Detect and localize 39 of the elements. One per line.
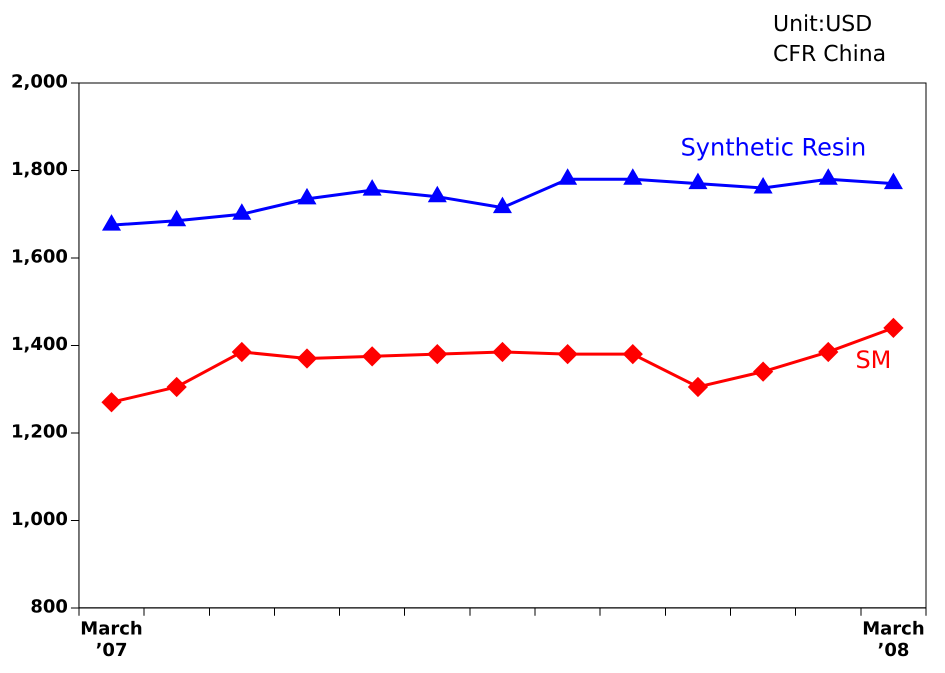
y-tick-label: 1,200: [11, 422, 68, 443]
point: [428, 187, 446, 202]
point: [102, 392, 122, 412]
point: [884, 318, 903, 338]
point: [820, 170, 837, 185]
point: [754, 178, 772, 194]
text: Unit:USD: [773, 11, 874, 39]
point: [428, 344, 447, 364]
series-label: Synthetic Resin: [680, 134, 866, 162]
y-tick-label: 1,600: [11, 246, 68, 268]
point: [167, 377, 186, 396]
series-label: SM: [855, 346, 892, 374]
point: [623, 344, 642, 364]
y-tick-label: 1,800: [11, 159, 68, 180]
point: [690, 174, 706, 190]
point: [364, 180, 381, 196]
point: [818, 342, 838, 362]
point: [492, 342, 512, 362]
point: [558, 344, 578, 364]
y-tick-label: 1,400: [11, 334, 68, 356]
point: [688, 377, 708, 396]
y-tick-label: 800: [30, 596, 68, 618]
point: [624, 170, 642, 185]
point: [754, 362, 773, 382]
point: [103, 216, 120, 231]
point: [168, 211, 186, 226]
y-tick-label: 2,000: [11, 72, 68, 93]
text: CFR China: [773, 41, 886, 69]
point: [559, 170, 576, 185]
y-tick-label: 1,000: [11, 509, 68, 530]
point: [494, 198, 511, 214]
x-tick-label: March ’07: [80, 618, 143, 661]
point: [297, 349, 316, 368]
x-tick-label: March ’08: [862, 618, 925, 661]
point: [362, 346, 382, 366]
point: [232, 342, 252, 362]
point: [884, 174, 902, 190]
point: [233, 204, 250, 220]
point: [298, 189, 316, 204]
